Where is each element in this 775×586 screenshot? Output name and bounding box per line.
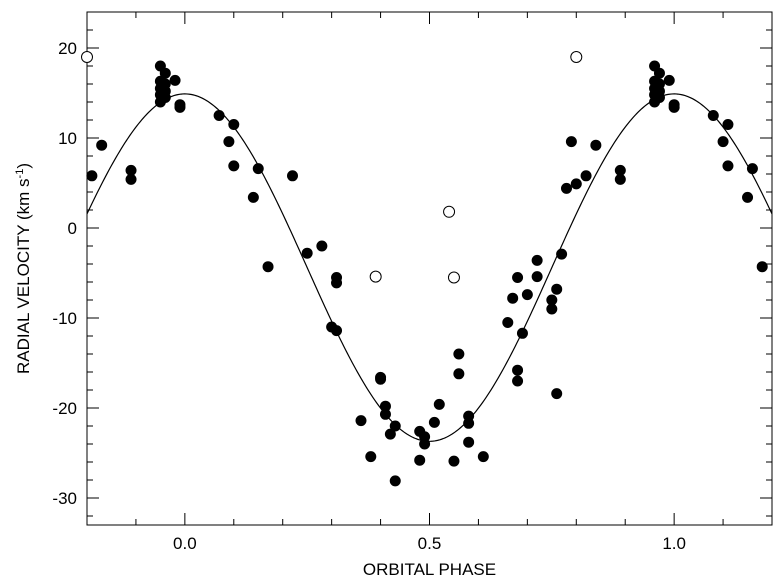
data-point-filled [414, 454, 426, 466]
data-point-filled [707, 110, 719, 121]
data-point-filled [384, 428, 396, 440]
data-point-filled [516, 327, 528, 339]
data-point-filled [590, 139, 602, 151]
data-point-filled [96, 139, 108, 151]
y-axis-title-close: ) [14, 163, 33, 169]
y-axis-title-main: RADIAL VELOCITY (km s [14, 178, 33, 374]
data-point-filled [125, 173, 137, 185]
model-curve-layer [86, 93, 773, 442]
data-point-filled [653, 67, 665, 79]
data-point-filled [419, 431, 431, 443]
data-point-filled [502, 317, 514, 328]
data-point-filled [428, 416, 440, 428]
data-point-filled [551, 388, 563, 400]
data-point-filled [668, 101, 680, 113]
data-point-filled [746, 163, 758, 175]
y-tick-label: 0 [68, 219, 77, 238]
data-point-filled [287, 170, 298, 182]
data-point-open [570, 51, 583, 63]
data-point-filled [247, 191, 259, 203]
data-point-filled [614, 173, 626, 185]
data-point-filled [546, 303, 558, 315]
data-point-filled [742, 191, 754, 203]
x-tick-label: 0.5 [418, 534, 442, 553]
tick-marks [86, 11, 773, 525]
data-point-filled [717, 136, 729, 148]
y-tick-label: -30 [52, 489, 77, 508]
data-point-filled [365, 451, 377, 463]
data-point-open [447, 271, 460, 284]
data-point-filled [551, 283, 563, 295]
data-point-filled [86, 170, 98, 182]
data-point-filled [389, 475, 401, 487]
data-point-filled [663, 74, 675, 86]
data-point-filled [301, 247, 313, 259]
x-tick-label: 1.0 [662, 534, 686, 553]
data-point-filled [512, 364, 524, 376]
data-point-filled [213, 110, 225, 121]
y-tick-label: -10 [52, 309, 77, 328]
x-tick-label: 0.0 [173, 534, 197, 553]
data-point-filled [463, 436, 475, 448]
orbital-fit-curve [86, 93, 773, 442]
data-point-filled [565, 136, 577, 148]
data-point-filled [228, 119, 240, 130]
data-point-filled [453, 368, 465, 380]
data-point-filled [580, 170, 592, 182]
data-point-filled [521, 289, 533, 301]
data-point-open [443, 205, 456, 218]
data-point-filled [154, 96, 166, 108]
data-point-filled [531, 254, 543, 266]
x-axis-title: ORBITAL PHASE [363, 560, 496, 579]
data-point-filled [169, 74, 181, 86]
y-axis-title: RADIAL VELOCITY (km s-1) [14, 163, 33, 374]
data-point-filled [379, 400, 391, 412]
data-point-filled [389, 420, 401, 432]
data-point-filled [722, 119, 734, 130]
data-point-filled [722, 160, 734, 172]
data-point-filled [355, 415, 367, 427]
data-point-open [81, 51, 93, 63]
data-point-filled [448, 455, 460, 467]
data-point-filled [331, 325, 343, 337]
data-point-filled [228, 160, 240, 172]
data-point-filled [570, 178, 582, 190]
data-point-filled [477, 451, 489, 463]
data-point-filled [463, 410, 475, 422]
data-point-filled [756, 261, 768, 273]
data-point-filled [375, 373, 387, 385]
data-point-filled [649, 96, 661, 108]
data-point-open [369, 270, 382, 283]
data-point-filled [433, 398, 445, 410]
data-point-filled [159, 67, 171, 79]
y-tick-label: 20 [58, 39, 77, 58]
data-point-filled [252, 163, 264, 175]
data-point-filled [512, 272, 524, 283]
plot-frame [86, 11, 773, 526]
data-point-filled [507, 292, 519, 304]
data-point-filled [331, 277, 343, 289]
tick-labels: 0.0 0.5 1.0 20 10 0 -10 -20 -30 [52, 39, 686, 553]
data-point-filled [174, 101, 186, 113]
data-points-layer [81, 51, 768, 487]
data-point-filled [556, 248, 568, 260]
data-point-filled [316, 240, 328, 252]
data-point-filled [223, 136, 235, 148]
data-point-filled [512, 375, 524, 387]
data-point-filled [531, 271, 543, 283]
y-axis-title-superscript: -1 [14, 169, 26, 179]
data-point-filled [262, 261, 274, 273]
data-point-filled [561, 182, 572, 194]
data-point-filled [453, 348, 465, 360]
y-tick-label: -20 [52, 399, 77, 418]
y-tick-label: 10 [58, 129, 77, 148]
